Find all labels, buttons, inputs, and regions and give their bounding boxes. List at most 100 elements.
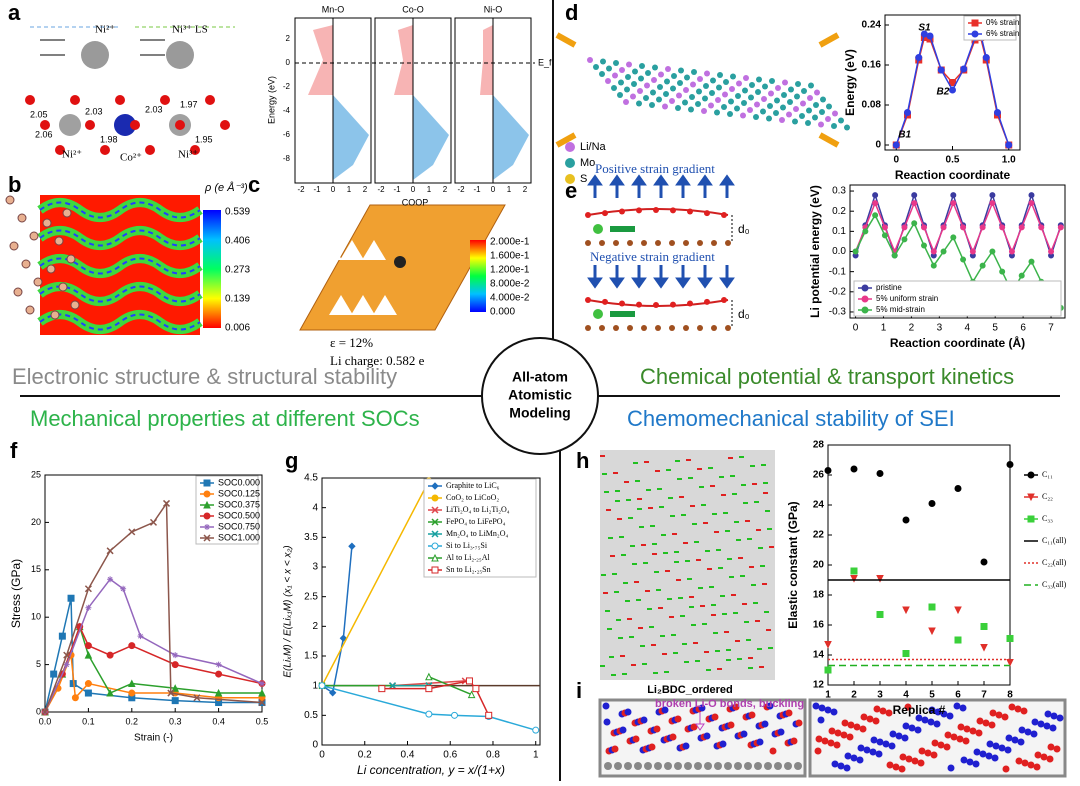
- marker: [999, 224, 1006, 231]
- molecule: [616, 619, 621, 621]
- atom: [637, 88, 643, 94]
- label: 0: [331, 185, 336, 194]
- label: 1: [347, 185, 352, 194]
- atom: [905, 755, 913, 763]
- atom: [727, 721, 735, 729]
- atom: [643, 95, 649, 101]
- atom: [768, 90, 774, 97]
- atom: [769, 78, 775, 84]
- atom: [743, 75, 749, 81]
- atom: [856, 756, 864, 764]
- molecule: [609, 656, 614, 658]
- atom: [602, 702, 610, 710]
- atom: [684, 74, 690, 81]
- atom: [670, 85, 676, 92]
- molecule: [743, 502, 748, 504]
- molecule: [636, 599, 641, 601]
- marker: [1038, 224, 1045, 231]
- marker: [960, 256, 967, 263]
- label: Li₂BDC_ordered: [647, 684, 733, 696]
- atom: [821, 737, 829, 745]
- molecule: [660, 635, 665, 637]
- atom: [827, 739, 835, 747]
- molecule: [763, 482, 768, 484]
- marker: [84, 585, 92, 593]
- atom: [618, 79, 624, 86]
- atom: [81, 41, 109, 69]
- label: 0: [411, 185, 416, 194]
- series-line: [854, 201, 1062, 254]
- marker: [84, 680, 92, 688]
- molecule: [733, 612, 738, 614]
- panel-label: e: [565, 178, 577, 203]
- marker: [950, 192, 957, 199]
- molecule: [605, 610, 610, 612]
- atom: [785, 709, 793, 717]
- y-tick-label: 14: [813, 650, 825, 661]
- label: Mo: [580, 157, 595, 169]
- x-axis-label: Strain (-): [134, 733, 173, 744]
- atom: [837, 762, 845, 770]
- molecule: [618, 637, 623, 639]
- molecule: [727, 558, 732, 560]
- marker: [901, 236, 908, 243]
- atom: [962, 737, 970, 745]
- atom: [860, 713, 868, 721]
- molecule: [737, 658, 742, 660]
- marker: [127, 679, 136, 688]
- molecule: [606, 509, 611, 511]
- ion: [593, 224, 603, 234]
- atom: [840, 731, 848, 739]
- label: -1: [393, 185, 401, 194]
- label: 1.97: [180, 99, 198, 109]
- atom: [704, 762, 712, 770]
- atom: [50, 310, 60, 320]
- atom: [1005, 734, 1013, 742]
- x-tick-label: 0: [853, 323, 859, 334]
- molecule: [736, 539, 741, 541]
- molecule: [720, 595, 725, 597]
- marker: [203, 500, 211, 509]
- atom: [5, 195, 15, 205]
- atom: [721, 212, 727, 218]
- plot-frame: [44, 474, 263, 713]
- atom: [687, 208, 693, 215]
- atom: [873, 705, 881, 713]
- atom: [605, 78, 611, 84]
- atom: [959, 704, 967, 712]
- atom: [847, 721, 855, 729]
- atom: [741, 100, 747, 106]
- molecule: [679, 496, 684, 498]
- atom: [717, 72, 723, 78]
- molecule: [689, 606, 694, 608]
- legend-label: 5% mid-strain: [876, 305, 925, 314]
- atom: [585, 240, 591, 246]
- arrow: [631, 174, 647, 198]
- series-line: [392, 680, 466, 687]
- molecule: [665, 570, 670, 572]
- atom: [695, 101, 701, 107]
- marker: [960, 65, 968, 73]
- x-axis-label: Li concentration, y = x/(1+x): [357, 763, 505, 777]
- label: Co-O: [402, 4, 424, 14]
- atom: [976, 717, 984, 725]
- atom: [657, 84, 663, 90]
- atom: [166, 41, 194, 69]
- y-tick-label: 24: [813, 500, 825, 511]
- molecule: [650, 525, 655, 527]
- atom: [585, 212, 591, 218]
- x-tick-label: 6: [955, 690, 961, 701]
- atom: [818, 704, 826, 712]
- atom: [853, 723, 861, 731]
- series-line: [321, 684, 536, 731]
- atom: [709, 90, 715, 96]
- x-tick-label: 0.8: [486, 750, 500, 761]
- label: -2: [457, 185, 465, 194]
- series-line: [854, 213, 1062, 309]
- atom: [29, 231, 39, 241]
- atom: [986, 740, 994, 748]
- molecule: [751, 584, 756, 586]
- atom: [671, 73, 677, 79]
- atom: [902, 722, 910, 730]
